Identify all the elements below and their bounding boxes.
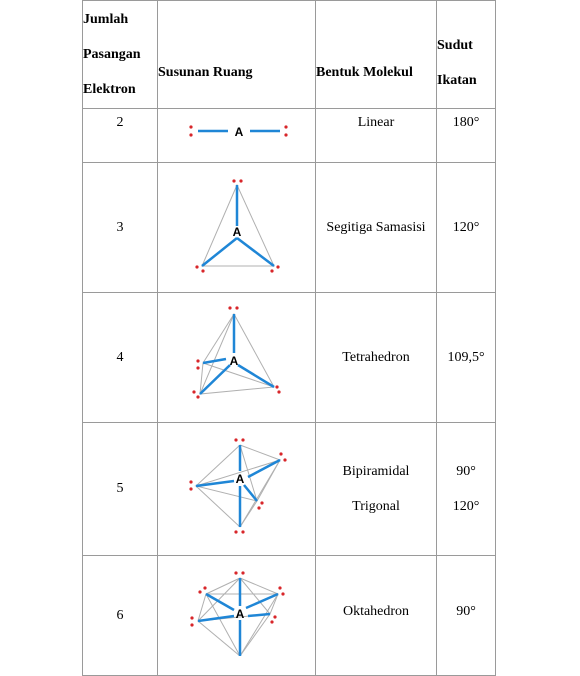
row-angle: 90° [436,555,496,676]
tetrahedral-diagram: A [192,306,281,399]
row-shape-line2: Trigonal [352,499,400,514]
header-shape: Bentuk Molekul [315,0,437,109]
header-pairs-line2: Pasangan [83,47,141,62]
header-angle-line2: Ikatan [437,73,477,88]
central-atom-label: A [230,354,239,368]
row-shape: Oktahedron [315,555,437,676]
row-pairs: 5 [82,422,158,556]
row-arrangement: A [157,422,316,556]
row-angle: 120° [436,162,496,293]
header-pairs-line1: Jumlah [83,12,129,27]
header-angle-line1: Sudut [437,38,473,53]
table-row: 3 A Segitiga Samasisi 120° [82,162,496,293]
header-angle: Sudut Ikatan [436,0,496,109]
header-pairs-line3: Elektron [83,82,136,97]
row-shape: Segitiga Samasisi [315,162,437,293]
row-shape: Tetrahedron [315,292,437,423]
header-arrangement-label: Susunan Ruang [158,64,253,80]
trigonal-bipyramidal-diagram: A [189,438,287,534]
row-shape-line1: Bipiramidal [342,464,410,479]
table-row: 6 A [82,555,496,676]
row-angle: 90° 120° [436,422,496,556]
central-atom-label: A [236,472,245,486]
header-arrangement: Susunan Ruang [157,0,316,109]
row-arrangement: A [157,108,316,163]
header-pairs: Jumlah Pasangan Elektron [82,0,158,109]
row-shape: Linear [315,108,437,163]
row-shape: Bipiramidal Trigonal [315,422,437,556]
row-pairs: 4 [82,292,158,423]
row-pairs: 2 [82,108,158,163]
table-row: 4 A Tetrahedron 109,5° [82,292,496,423]
table-row: 5 A [82,422,496,556]
linear-geometry-diagram: A [189,125,288,139]
row-angle: 109,5° [436,292,496,423]
central-atom-label: A [236,607,245,621]
row-angle: 180° [436,108,496,163]
header-shape-label: Bentuk Molekul [316,64,413,80]
table-row: 2 A Linear 180° [82,108,496,163]
row-pairs: 3 [82,162,158,293]
octahedral-diagram: A [190,571,285,656]
row-arrangement: A [157,292,316,423]
central-atom-label: A [235,125,244,139]
header-row: Jumlah Pasangan Elektron Susunan Ruang B… [82,0,496,109]
row-arrangement: A [157,162,316,293]
row-angle-line1: 90° [456,464,476,479]
trigonal-planar-diagram: A [195,179,280,273]
central-atom-label: A [233,225,242,239]
row-arrangement: A [157,555,316,676]
vsepr-table: Jumlah Pasangan Elektron Susunan Ruang B… [82,0,496,676]
row-angle-line2: 120° [452,499,480,514]
row-pairs: 6 [82,555,158,676]
